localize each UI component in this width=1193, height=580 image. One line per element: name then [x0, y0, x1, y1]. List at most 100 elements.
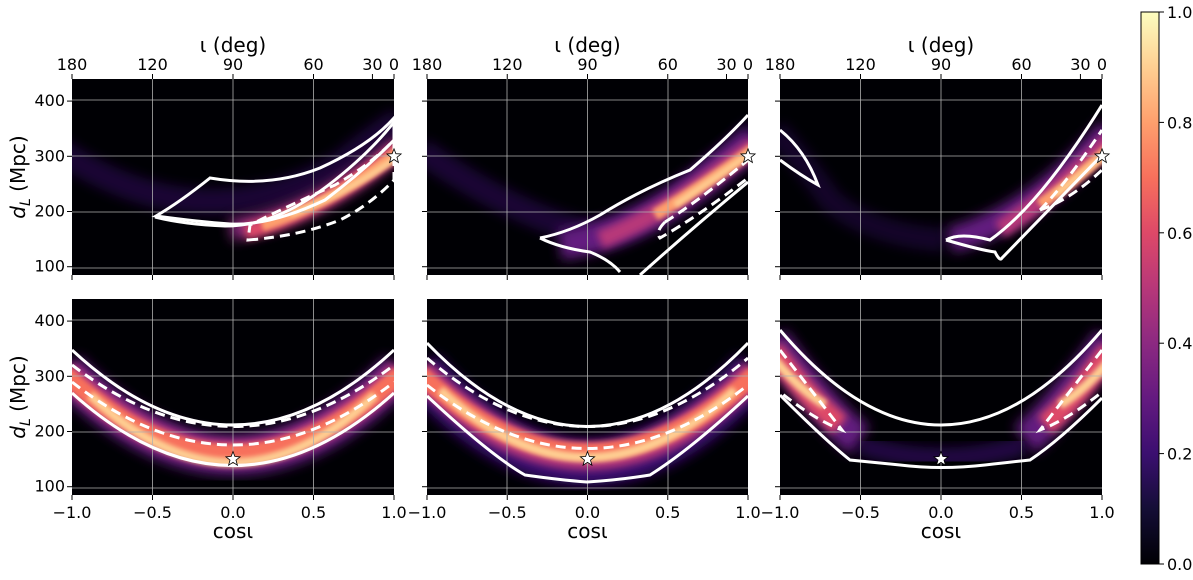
colorbar-tick-label: 1.0	[1167, 3, 1192, 22]
contour-90-upper	[72, 348, 394, 427]
credible-contours	[72, 348, 394, 467]
y-tick-label: 400	[34, 311, 65, 330]
top-tick-label: 180	[765, 55, 796, 74]
top-tick-label: 90	[223, 55, 243, 74]
x-tick-label: 0.5	[1009, 503, 1034, 522]
contour-50-lower	[72, 380, 394, 447]
colorbar-tick-label: 0.8	[1167, 113, 1192, 132]
contour-50	[656, 158, 748, 240]
top-tick-label: 180	[412, 55, 443, 74]
x-tick-label: 0.0	[220, 503, 245, 522]
colorbar-tick-label: 0.2	[1167, 445, 1192, 464]
credible-contours	[780, 329, 1102, 469]
x-axis-title-right: cosι	[921, 519, 962, 543]
x-tick-label: −1.0	[53, 503, 92, 522]
credible-contours	[780, 104, 1102, 261]
true-value-star	[579, 450, 596, 467]
grid	[780, 79, 1102, 275]
outer-contour	[154, 121, 394, 228]
top-tick-label: 30	[362, 55, 382, 74]
true-value-star	[739, 147, 757, 164]
y-tick-label: 100	[34, 477, 65, 496]
credible-contours	[539, 113, 748, 275]
x-tick-label: 0.5	[655, 503, 680, 522]
contour-90-lower	[780, 393, 1102, 469]
true-value-star	[1093, 147, 1111, 164]
contour-90-upper	[780, 329, 1102, 427]
y-tick-label: 300	[34, 146, 65, 165]
top-tick-label: 60	[1011, 55, 1031, 74]
colorbar: 0.0 0.2 0.4 0.6 0.8 1.0	[1140, 3, 1192, 574]
contour-90-right	[945, 104, 1102, 261]
x-tick-label: 1.0	[735, 503, 760, 522]
top-tick-label: 90	[577, 55, 597, 74]
colorbar-tick-label: 0.0	[1167, 555, 1192, 574]
y-axis-title-subscript: L	[18, 198, 34, 206]
contour-50-upper	[72, 363, 394, 428]
top-axis-title-middle: ι (deg)	[554, 33, 620, 57]
y-axis-title-symbol: d	[6, 426, 30, 439]
top-tick-label: 180	[57, 55, 88, 74]
top-tick-label: 0	[1097, 55, 1107, 74]
y-axis-title-unit: (Mpc)	[6, 135, 30, 198]
true-value-star	[932, 450, 950, 467]
credible-contours	[427, 341, 748, 484]
top-tick-label: 30	[1070, 55, 1090, 74]
contour-50	[246, 137, 394, 242]
true-value-star	[385, 147, 403, 164]
y-axis-title-symbol: d	[6, 206, 30, 219]
top-axis-title-right: ι (deg)	[908, 33, 974, 57]
x-tick-label: 0.5	[301, 503, 326, 522]
colorbar-tick-label: 0.4	[1167, 334, 1192, 353]
true-value-star	[224, 450, 242, 467]
top-tick-label: 0	[743, 55, 753, 74]
contour-90-lower	[427, 394, 748, 484]
colorbar-gradient	[1140, 11, 1160, 565]
y-tick-label: 200	[34, 422, 65, 441]
grid	[72, 79, 394, 275]
y-axis-title-subscript: L	[18, 418, 34, 426]
x-axis-title-left: cosι	[213, 519, 254, 543]
panel-top-right	[780, 79, 1102, 275]
top-tick-label: 120	[845, 55, 876, 74]
x-tick-label: −0.5	[133, 503, 172, 522]
top-axis-title-left: ι (deg)	[200, 33, 266, 57]
panel-bottom-left	[72, 299, 394, 495]
top-tick-label: 120	[492, 55, 523, 74]
x-tick-label: 1.0	[1089, 503, 1114, 522]
x-tick-label: −1.0	[408, 503, 447, 522]
contour-90	[151, 115, 394, 226]
axis-ticks	[67, 74, 1103, 500]
true-value-markers	[224, 147, 1111, 467]
top-tick-label: 90	[931, 55, 951, 74]
x-tick-label: −0.5	[841, 503, 880, 522]
top-tick-label: 60	[303, 55, 323, 74]
contour-50	[1038, 129, 1102, 212]
y-tick-label: 300	[34, 366, 65, 385]
contour-90-lower	[72, 391, 394, 467]
x-tick-label: 1.0	[381, 503, 406, 522]
top-tick-label: 30	[716, 55, 736, 74]
panel-bottom-middle	[427, 299, 748, 495]
panel-top-middle	[427, 79, 748, 275]
x-tick-label: −1.0	[761, 503, 800, 522]
colorbar-tick-label: 0.6	[1167, 224, 1192, 243]
contour-90	[539, 113, 748, 275]
y-tick-label: 200	[34, 202, 65, 221]
y-axis-title-top: dL (Mpc)	[6, 135, 34, 218]
grid	[427, 79, 748, 275]
y-axis-title-unit: (Mpc)	[6, 355, 30, 418]
y-tick-label: 100	[34, 257, 65, 276]
contour-90-left	[780, 128, 821, 189]
top-tick-label: 120	[137, 55, 168, 74]
colorbar-ticks: 0.0 0.2 0.4 0.6 0.8 1.0	[1159, 3, 1192, 574]
panel-bottom-right	[780, 299, 1102, 495]
contour-50-lower	[427, 383, 748, 450]
x-tick-label: 0.0	[928, 503, 953, 522]
credible-contours	[151, 115, 394, 242]
contour-50-upper	[427, 356, 748, 428]
x-axis-title-middle: cosι	[567, 519, 608, 543]
x-tick-label: −0.5	[488, 503, 527, 522]
